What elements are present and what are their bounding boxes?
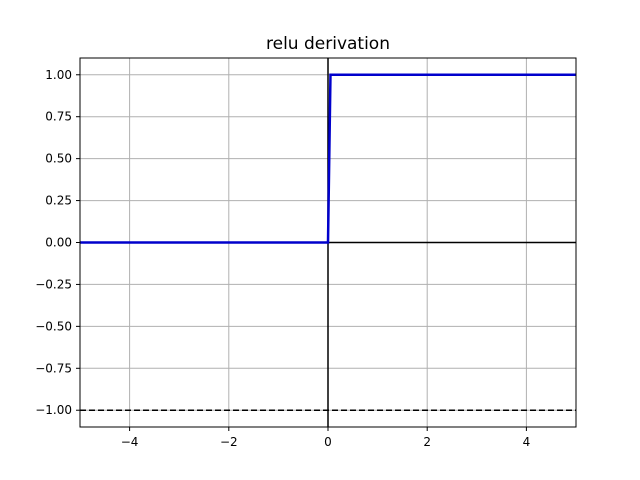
x-tick-label: −4 [121, 435, 139, 449]
y-tick-label: 0.50 [45, 152, 72, 166]
x-tick-label: −2 [220, 435, 238, 449]
x-axis: −4 −2 0 2 4 [121, 427, 530, 449]
x-tick-label: 2 [423, 435, 431, 449]
y-tick-label: 1.00 [45, 68, 72, 82]
x-tick-label: 0 [324, 435, 332, 449]
y-tick-label: −0.50 [35, 319, 72, 333]
y-tick-label: 0.25 [45, 194, 72, 208]
y-tick-label: −0.75 [35, 361, 72, 375]
y-tick-label: −1.00 [35, 403, 72, 417]
y-axis: −1.00 −0.75 −0.50 −0.25 0.00 0.25 0.50 0.75 1.00 [35, 68, 80, 417]
y-tick-label: −0.25 [35, 277, 72, 291]
y-tick-label: 0.75 [45, 110, 72, 124]
x-tick-label: 4 [523, 435, 531, 449]
series-line [80, 73, 576, 244]
y-tick-label: 0.00 [45, 236, 72, 250]
series-layer [80, 73, 576, 244]
chart-title: relu derivation [266, 34, 390, 54]
